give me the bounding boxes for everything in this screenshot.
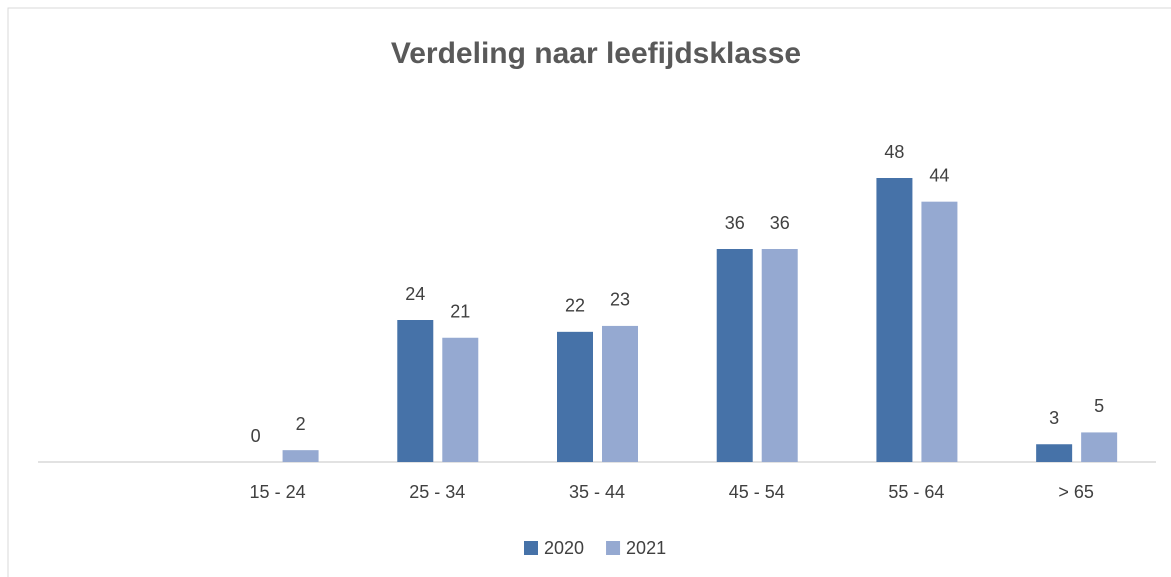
- data-label: 22: [565, 296, 585, 316]
- bar: [876, 178, 913, 462]
- x-tick-label: 15 - 24: [250, 482, 306, 502]
- bar: [716, 249, 753, 462]
- legend-swatch: [606, 541, 621, 555]
- chart-border: [7, 7, 1171, 577]
- legend-label: 2020: [544, 538, 584, 558]
- data-label: 21: [450, 302, 470, 322]
- bar: [921, 201, 958, 462]
- data-label: 3: [1049, 408, 1059, 428]
- bar: [557, 331, 593, 462]
- data-label: 2: [296, 414, 306, 434]
- data-label: 5: [1094, 396, 1104, 416]
- bar: [1081, 432, 1118, 462]
- bar: [282, 450, 319, 462]
- bar: [602, 325, 638, 462]
- data-label: 36: [770, 213, 790, 233]
- data-label: 0: [251, 426, 261, 446]
- data-label: 24: [405, 284, 425, 304]
- data-label: 44: [929, 165, 949, 185]
- legend-label: 2021: [626, 538, 666, 558]
- data-label: 23: [610, 290, 630, 310]
- x-tick-label: 55 - 64: [888, 482, 944, 502]
- legend-swatch: [524, 541, 538, 555]
- data-label: 48: [884, 142, 904, 162]
- x-tick-label: > 65: [1058, 482, 1094, 502]
- x-tick-label: 35 - 44: [569, 482, 625, 502]
- bar: [1036, 444, 1073, 462]
- chart-title: Verdeling naar leefijdsklasse: [391, 37, 801, 70]
- x-tick-label: 25 - 34: [409, 482, 465, 502]
- bar: [761, 249, 798, 462]
- x-tick-label: 45 - 54: [729, 482, 785, 502]
- bar: [442, 337, 479, 462]
- bar: [397, 320, 434, 462]
- data-label: 36: [725, 213, 745, 233]
